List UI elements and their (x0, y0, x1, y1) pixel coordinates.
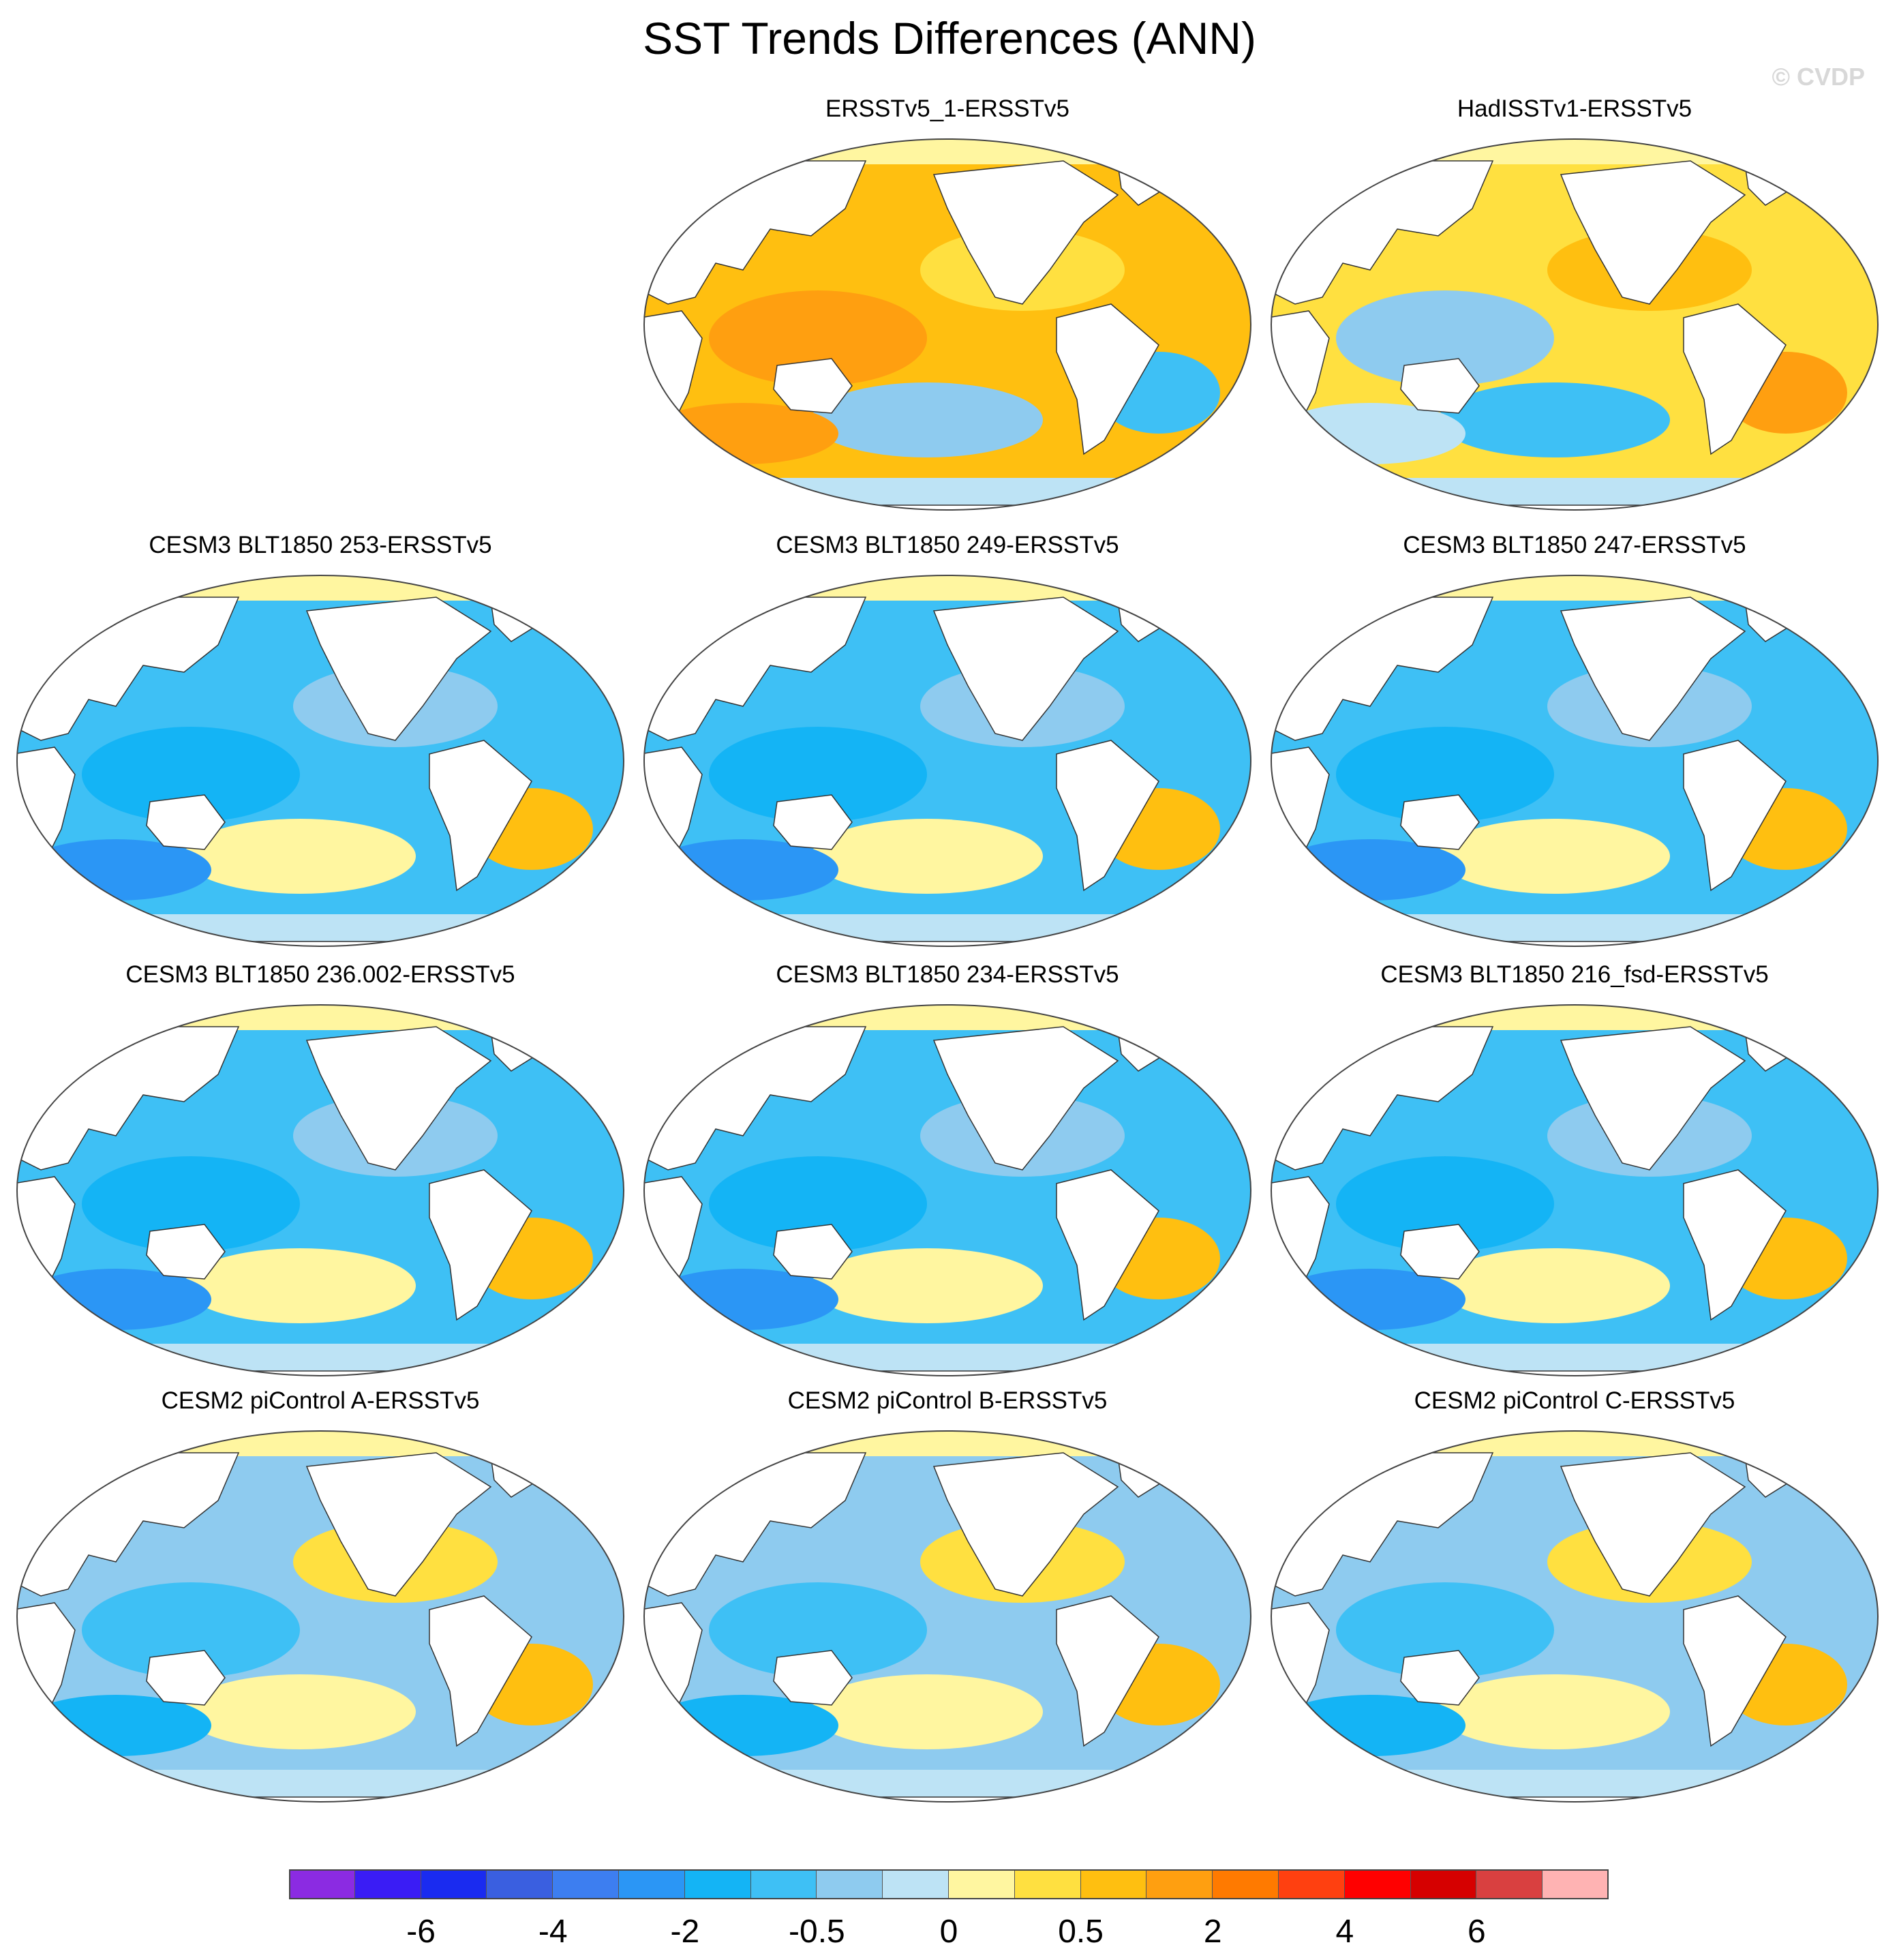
sst-map (16, 575, 624, 947)
colorbar-tick-label: -4 (538, 1914, 568, 1950)
colorbar-tick-label: 0.5 (1058, 1914, 1104, 1950)
sst-map (643, 575, 1251, 947)
sst-map (643, 1004, 1251, 1376)
colorbar-tick-label: 2 (1203, 1914, 1222, 1950)
map-panel-title: CESM3 BLT1850 236.002-ERSSTv5 (125, 961, 515, 988)
map-panel: CESM2 piControl B-ERSSTv5 (641, 1387, 1254, 1824)
colorbar-box (487, 1869, 553, 1899)
colorbar-box (817, 1869, 883, 1899)
sst-map (1271, 1004, 1879, 1376)
sst-map (1271, 1430, 1879, 1803)
map-panel: CESM3 BLT1850 253-ERSSTv5 (14, 532, 627, 968)
colorbar-box (883, 1869, 949, 1899)
colorbar-tick-label: 0 (939, 1914, 958, 1950)
map-panel-title: CESM2 piControl A-ERSSTv5 (161, 1387, 480, 1414)
colorbar-box (1410, 1869, 1477, 1899)
colorbar-box (553, 1869, 619, 1899)
colorbar-box (750, 1869, 817, 1899)
map-panel: CESM2 piControl A-ERSSTv5 (14, 1387, 627, 1824)
colorbar-box (1146, 1869, 1213, 1899)
colorbar-tick-label: -6 (406, 1914, 436, 1950)
map-panel: CESM2 piControl C-ERSSTv5 (1268, 1387, 1881, 1824)
colorbar-box (949, 1869, 1015, 1899)
colorbar-box (1080, 1869, 1147, 1899)
colorbar-box (1279, 1869, 1345, 1899)
map-panel-title: HadISSTv1-ERSSTv5 (1457, 95, 1692, 122)
map-panel: CESM3 BLT1850 247-ERSSTv5 (1268, 532, 1881, 968)
map-panel-title: CESM3 BLT1850 247-ERSSTv5 (1403, 532, 1746, 558)
map-panel: CESM3 BLT1850 234-ERSSTv5 (641, 961, 1254, 1398)
colorbar (289, 1869, 1609, 1899)
sst-map (1271, 138, 1879, 511)
map-panel: CESM3 BLT1850 236.002-ERSSTv5 (14, 961, 627, 1398)
map-panel-title: CESM2 piControl B-ERSSTv5 (787, 1387, 1108, 1414)
colorbar-box (421, 1869, 487, 1899)
map-panel-title: CESM3 BLT1850 249-ERSSTv5 (776, 532, 1119, 558)
colorbar-tick-label: -0.5 (789, 1914, 845, 1950)
colorbar-box (1476, 1869, 1543, 1899)
sst-map (643, 138, 1251, 511)
map-panel-title: CESM3 BLT1850 234-ERSSTv5 (776, 961, 1119, 988)
colorbar-frame (289, 1869, 1609, 1899)
map-panel-title: CESM3 BLT1850 253-ERSSTv5 (149, 532, 492, 558)
map-panel: ERSSTv5_1-ERSSTv5 (641, 95, 1254, 532)
colorbar-tick-label: 4 (1335, 1914, 1354, 1950)
figure-title: SST Trends Differences (ANN) (643, 13, 1256, 63)
colorbar-tick-label: -2 (670, 1914, 700, 1950)
cvdp-watermark: © CVDP (1772, 63, 1865, 91)
colorbar-box (1344, 1869, 1411, 1899)
map-panel: CESM3 BLT1850 249-ERSSTv5 (641, 532, 1254, 968)
colorbar-box (619, 1869, 685, 1899)
map-panel-title: CESM2 piControl C-ERSSTv5 (1414, 1387, 1735, 1414)
map-panel-title: CESM3 BLT1850 216_fsd-ERSSTv5 (1380, 961, 1769, 988)
sst-map (643, 1430, 1251, 1803)
map-panel-title: ERSSTv5_1-ERSSTv5 (825, 95, 1069, 122)
sst-map (16, 1430, 624, 1803)
colorbar-box (354, 1869, 421, 1899)
colorbar-box (289, 1869, 355, 1899)
map-panel: CESM3 BLT1850 216_fsd-ERSSTv5 (1268, 961, 1881, 1398)
sst-map (16, 1004, 624, 1376)
sst-map (1271, 575, 1879, 947)
colorbar-box (1014, 1869, 1081, 1899)
map-panel: HadISSTv1-ERSSTv5 (1268, 95, 1881, 532)
colorbar-box (1213, 1869, 1279, 1899)
colorbar-tick-label: 6 (1468, 1914, 1486, 1950)
colorbar-box (684, 1869, 751, 1899)
